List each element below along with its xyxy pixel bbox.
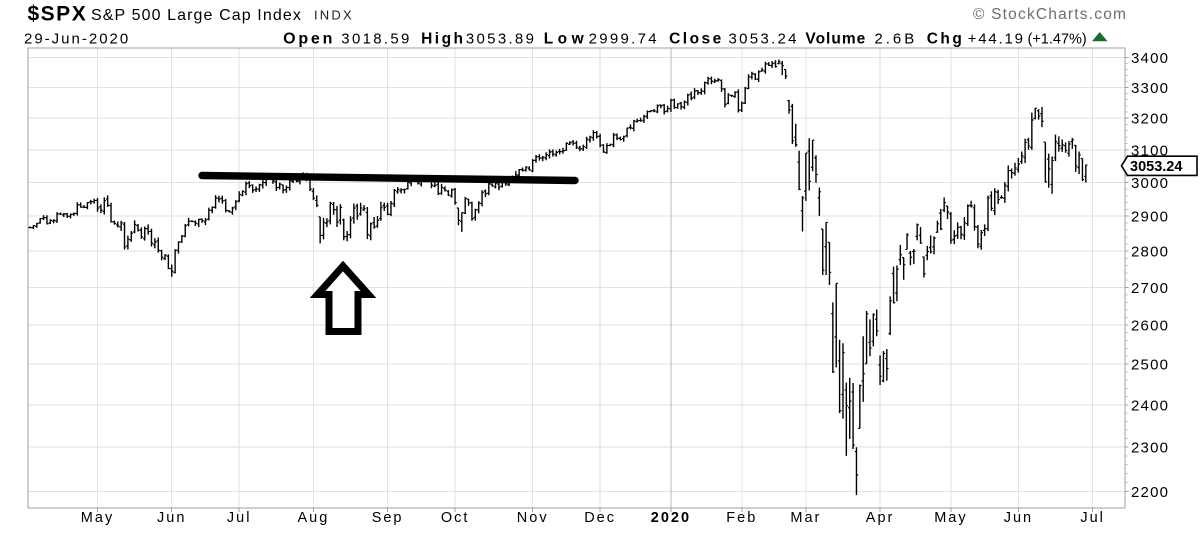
svg-text:Mar: Mar: [790, 510, 821, 526]
svg-text:Apr: Apr: [866, 510, 895, 526]
svg-text:Nov: Nov: [517, 510, 549, 526]
svg-text:Oct: Oct: [441, 510, 470, 526]
svg-text:Sep: Sep: [372, 510, 404, 526]
svg-text:3300: 3300: [1131, 80, 1169, 97]
svg-text:2200: 2200: [1131, 484, 1169, 501]
svg-text:Jun: Jun: [1004, 510, 1033, 526]
svg-text:High: High: [421, 31, 465, 48]
svg-text:Close: Close: [669, 31, 724, 48]
svg-text:Feb: Feb: [726, 510, 757, 526]
svg-text:INDX: INDX: [314, 8, 354, 23]
svg-text:May: May: [934, 510, 967, 526]
svg-text:2500: 2500: [1131, 357, 1169, 374]
svg-text:3053.89: 3053.89: [466, 31, 536, 48]
svg-text:(+1.47%): (+1.47%): [1028, 32, 1087, 48]
svg-text:Volume: Volume: [805, 31, 866, 48]
svg-text:2700: 2700: [1131, 280, 1169, 297]
svg-text:2600: 2600: [1131, 318, 1169, 335]
svg-text:29-Jun-2020: 29-Jun-2020: [24, 31, 130, 48]
svg-text:Jul: Jul: [1080, 510, 1105, 526]
svg-text:Chg: Chg: [927, 31, 965, 48]
svg-text:3018.59: 3018.59: [341, 31, 411, 48]
svg-text:3000: 3000: [1131, 175, 1169, 192]
svg-text:2800: 2800: [1131, 244, 1169, 261]
svg-text:2020: 2020: [651, 510, 691, 526]
svg-text:2999.74: 2999.74: [589, 31, 659, 48]
svg-text:$SPX: $SPX: [28, 3, 88, 26]
svg-text:Open: Open: [283, 31, 335, 48]
svg-text:2900: 2900: [1131, 209, 1169, 226]
svg-text:Jul: Jul: [227, 510, 252, 526]
svg-text:3200: 3200: [1131, 111, 1169, 128]
svg-text:3100: 3100: [1131, 142, 1169, 159]
svg-text:Jun: Jun: [157, 510, 186, 526]
svg-text:3400: 3400: [1131, 50, 1169, 67]
svg-text:3053.24: 3053.24: [729, 31, 799, 48]
svg-text:© StockCharts.com: © StockCharts.com: [973, 6, 1127, 23]
svg-text:2.6B: 2.6B: [874, 31, 917, 48]
svg-text:Aug: Aug: [297, 510, 329, 526]
svg-text:2300: 2300: [1131, 440, 1169, 457]
svg-text:+44.19: +44.19: [968, 31, 1025, 48]
svg-text:2400: 2400: [1131, 397, 1169, 414]
svg-text:3053.24: 3053.24: [1130, 159, 1182, 175]
svg-text:Dec: Dec: [584, 510, 616, 526]
svg-text:May: May: [81, 510, 114, 526]
svg-text:S&P 500 Large Cap Index: S&P 500 Large Cap Index: [91, 7, 302, 24]
svg-text:Low: Low: [544, 31, 589, 48]
